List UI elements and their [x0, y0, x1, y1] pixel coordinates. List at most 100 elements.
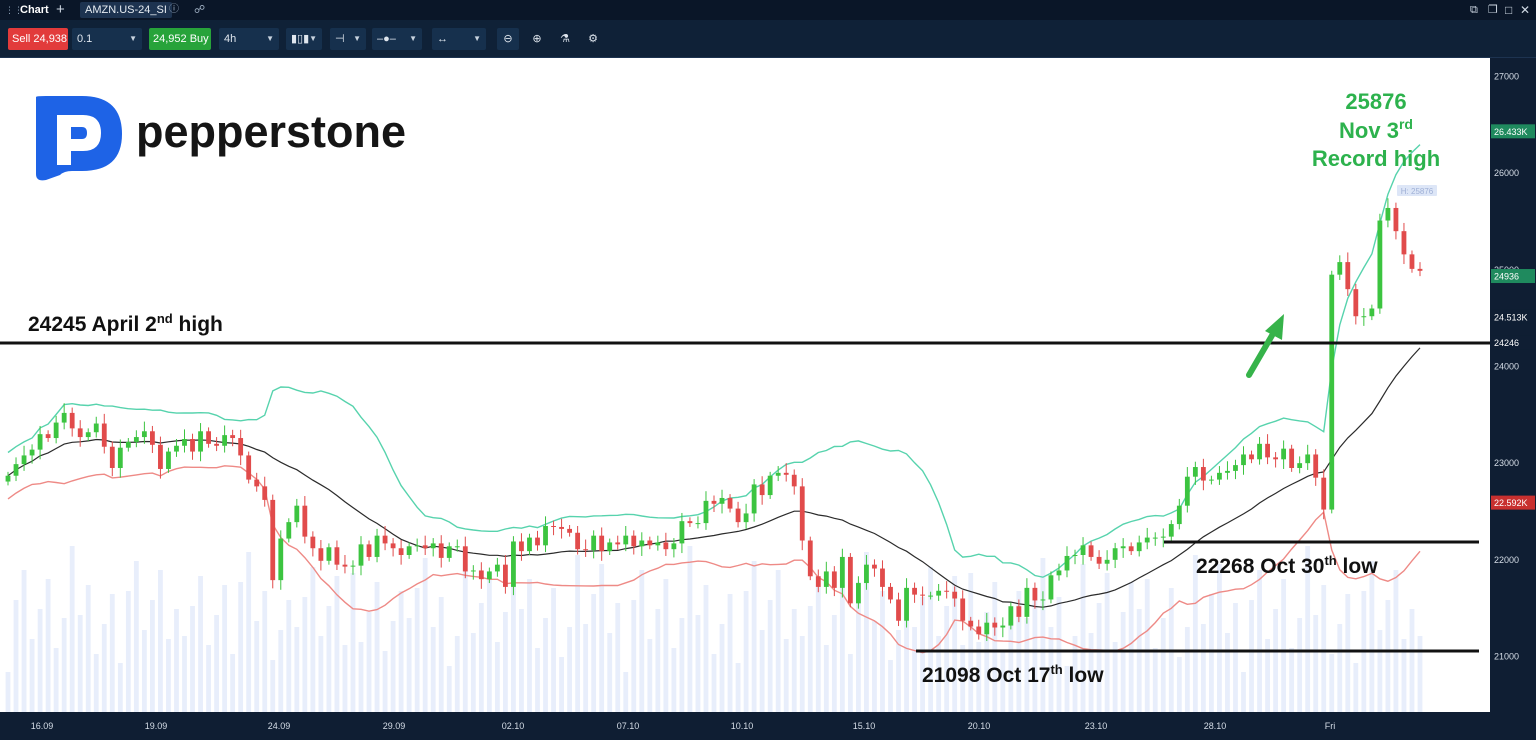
candle	[1192, 461, 1198, 485]
volume-bar	[1152, 648, 1158, 712]
candle	[711, 495, 717, 512]
candles	[5, 198, 1423, 642]
chart-type-button[interactable]: ▮▯▮ ▼	[286, 28, 322, 50]
volume-bar	[1080, 564, 1086, 712]
x-tick-label: 10.10	[731, 721, 754, 731]
candle-body	[687, 521, 693, 524]
timeframe-select[interactable]: 4h ▼	[219, 28, 279, 50]
volume-bar	[847, 654, 853, 712]
candle-body	[936, 590, 942, 596]
flask-button[interactable]: ⚗	[554, 28, 576, 50]
sell-button[interactable]: Sell 24,938	[8, 28, 68, 50]
volume-bar	[783, 639, 789, 712]
candle	[198, 423, 203, 462]
volume-bar	[222, 585, 228, 712]
volume-bar	[430, 627, 436, 712]
timeframe-value: 4h	[224, 33, 237, 45]
candle-body	[1192, 467, 1198, 477]
info-icon[interactable]: ⓘ	[169, 4, 179, 15]
add-tab-icon[interactable]: +	[56, 1, 65, 18]
chevron-down-icon: ▼	[473, 34, 481, 43]
candle-body	[984, 622, 990, 635]
draw-tools-button[interactable]: ↔ ▼	[432, 28, 486, 50]
buy-button[interactable]: 24,952 Buy	[149, 28, 211, 50]
candle	[847, 553, 853, 608]
volume-bar	[294, 627, 300, 712]
candle	[214, 437, 219, 452]
close-icon[interactable]: ✕	[1520, 3, 1531, 17]
volume-bar	[1241, 672, 1246, 712]
x-tick-label: 24.09	[268, 721, 291, 731]
indicators-icon: ⊣	[335, 33, 345, 45]
price-chart[interactable]: 27000260002500024000230002200021000 16.0…	[0, 58, 1536, 740]
candle-body	[174, 445, 179, 452]
crosshair-button[interactable]: –●– ▼	[372, 28, 422, 50]
volume-bar	[174, 609, 179, 712]
candle-body	[960, 598, 966, 621]
restore-icon[interactable]: ❐	[1488, 4, 1498, 16]
maximize-icon[interactable]: □	[1505, 3, 1513, 17]
candle-body	[1096, 556, 1102, 564]
y-tick-label: 26000	[1494, 168, 1519, 178]
candle-body	[767, 475, 773, 496]
volume-bar	[671, 648, 677, 712]
candle	[158, 436, 163, 479]
detach-icon[interactable]: ⧉	[1470, 4, 1478, 16]
volume-bar	[1120, 612, 1126, 712]
candle-body	[663, 542, 669, 550]
candle-body	[896, 599, 901, 621]
volume-bar	[775, 570, 781, 712]
candle-body	[815, 576, 821, 587]
candle-body	[414, 545, 420, 547]
zoom-out-icon: ⊖	[503, 33, 513, 45]
record-value-label: 25876	[1345, 89, 1406, 114]
candle	[1000, 617, 1006, 638]
grid-menu-icon[interactable]: ⋮⋮	[5, 5, 23, 15]
volume-bar	[519, 609, 524, 712]
candle-body	[1281, 448, 1287, 460]
candle	[727, 494, 733, 513]
volume-bar	[1273, 609, 1278, 712]
candle	[141, 421, 147, 444]
chevron-down-icon: ▼	[409, 34, 417, 43]
zoom-in-button[interactable]: ⊕	[526, 28, 548, 50]
candle-body	[992, 622, 998, 628]
volume-bar	[591, 594, 597, 712]
volume-bar	[198, 576, 203, 712]
time-scale: 16.09 19.09 24.09 29.09 02.10 07.10 10.10 15.10…	[31, 721, 1336, 731]
candle	[559, 518, 564, 539]
candle	[350, 560, 356, 575]
volume-bar	[1249, 600, 1254, 712]
candle	[1289, 444, 1295, 472]
candle	[1056, 563, 1062, 581]
candle	[1401, 222, 1407, 265]
volume-bar	[791, 609, 797, 712]
record-date-label: Nov 3rd	[1339, 116, 1413, 143]
tab-chart[interactable]: Chart	[20, 4, 49, 16]
price-badge-bg	[1491, 269, 1535, 284]
candle-body	[462, 546, 468, 572]
indicators-button[interactable]: ⊣ ▼	[330, 28, 366, 50]
volume-bar	[759, 630, 765, 712]
candle-body	[647, 540, 653, 546]
settings-button[interactable]: ⚙	[582, 28, 604, 50]
candle	[583, 539, 589, 557]
volume-bar	[1385, 600, 1391, 712]
candle	[1257, 437, 1262, 465]
candle	[45, 430, 51, 442]
candle-body	[671, 543, 677, 550]
candle-body	[37, 434, 43, 450]
candle-body	[1000, 625, 1006, 628]
volume-bar	[374, 582, 380, 712]
volume-bar	[1281, 579, 1287, 712]
link-icon[interactable]: ☍	[194, 4, 206, 16]
volume-bar	[711, 654, 717, 712]
quantity-select[interactable]: 0.1 ▼	[72, 28, 142, 50]
zoom-out-button[interactable]: ⊖	[497, 28, 519, 50]
candle-body	[1016, 606, 1022, 617]
candle	[342, 555, 348, 574]
candle	[1176, 498, 1182, 530]
symbol-tab[interactable]: AMZN.US-24_SI	[80, 2, 172, 18]
candle	[238, 429, 244, 466]
candle	[799, 478, 805, 551]
